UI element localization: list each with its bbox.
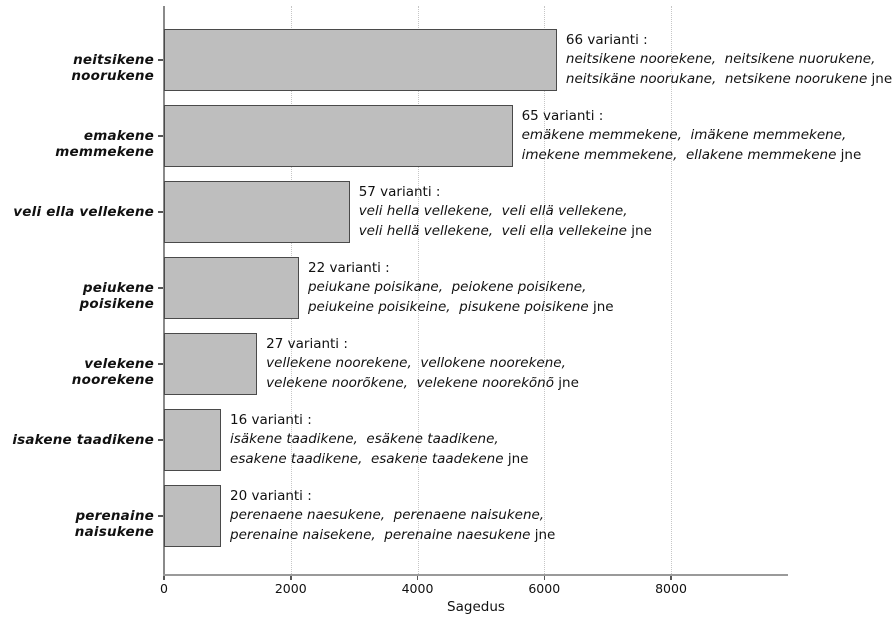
gridline <box>544 6 546 574</box>
category-label: neitsikene noorukene <box>71 52 154 84</box>
annotation-variants-line1: neitsikene noorekene, neitsikene nuoruke… <box>565 51 876 67</box>
annotation-etc-suffix: jne <box>503 450 529 467</box>
category-label: peiukene poisikene <box>79 280 154 312</box>
bar <box>164 29 557 91</box>
annotation-variants-line1: isäkene taadikene, esäkene taadikene, <box>230 431 499 447</box>
y-tick-mark <box>158 287 163 289</box>
bar <box>164 485 222 547</box>
annotation-variants-line1: veli hella vellekene, veli ellä velleken… <box>358 203 628 219</box>
annotation-etc-suffix: jne <box>836 146 862 163</box>
bar-annotation: 27 varianti : vellekene noorekene, vellok… <box>266 335 579 394</box>
y-tick-mark <box>158 59 163 61</box>
annotation-count: 20 varianti : <box>230 487 312 504</box>
annotation-count: 65 varianti : <box>521 107 604 124</box>
y-tick-mark <box>158 211 163 213</box>
bar-annotation: 66 varianti : neitsikene noorekene, neits… <box>566 31 892 90</box>
annotation-variants-line1: vellekene noorekene, vellokene noorekene… <box>266 355 566 371</box>
category-label: veli ella vellekene <box>13 204 154 220</box>
x-axis-line <box>163 574 788 576</box>
y-tick-mark <box>158 363 163 365</box>
x-tick-mark <box>416 576 419 580</box>
annotation-variants-line2: perenaine naisekene, perenaine naesukene… <box>230 526 556 543</box>
bar <box>164 105 513 167</box>
annotation-variants-line2: velekene noorõkene, velekene noorekõnõ j… <box>266 374 579 391</box>
x-tick-mark <box>670 576 672 580</box>
y-tick-mark <box>158 515 163 517</box>
annotation-variants-line2: esakene taadikene, esakene taadekene jne <box>230 450 529 467</box>
bar <box>164 181 350 243</box>
category-label: velekene noorekene <box>71 356 154 388</box>
annotation-etc-suffix: jne <box>867 70 892 87</box>
x-tick-label: 6000 <box>528 581 561 596</box>
category-label: isakene taadikene <box>12 432 154 448</box>
annotation-variants-line2: peiukeine poisikeine, pisukene poisikene… <box>307 298 614 315</box>
x-tick-label: 8000 <box>655 581 687 596</box>
annotation-etc-suffix: jne <box>626 222 652 239</box>
category-label: emakene memmekene <box>55 128 154 160</box>
bar-annotation: 57 varianti : veli hella vellekene, veli … <box>359 183 652 242</box>
annotation-count: 16 varianti : <box>230 411 312 428</box>
annotation-count: 66 varianti : <box>565 31 648 48</box>
x-tick-label: 0 <box>160 581 168 596</box>
annotation-etc-suffix: jne <box>530 526 556 543</box>
annotation-variants-line1: emäkene memmekene, imäkene memmekene, <box>521 127 847 143</box>
annotation-variants-line2: neitsikäne noorukane, netsikene nooruken… <box>565 70 892 87</box>
x-tick-mark <box>543 576 545 580</box>
annotation-variants-line2: imekene memmekene, ellakene memmekene jn… <box>521 146 862 163</box>
bar-annotation: 20 varianti : perenaene naesukene, perena… <box>230 487 555 546</box>
y-tick-mark <box>158 439 163 441</box>
annotation-variants-line2: veli hellä vellekene, veli ella vellekei… <box>358 222 652 239</box>
y-tick-mark <box>158 135 163 137</box>
annotation-count: 22 varianti : <box>307 259 390 276</box>
x-tick-label: 2000 <box>274 581 307 596</box>
y-axis-line <box>163 6 165 576</box>
annotation-count: 57 varianti : <box>358 183 441 200</box>
x-axis-title: Sagedus <box>447 599 505 615</box>
bar <box>164 333 258 395</box>
annotation-etc-suffix: jne <box>553 374 579 391</box>
annotation-count: 27 varianti : <box>266 335 348 352</box>
bar-annotation: 16 varianti : isäkene taadikene, esäkene … <box>230 411 528 470</box>
gridline <box>417 6 419 574</box>
x-tick-mark <box>290 576 292 580</box>
bar <box>164 409 222 471</box>
bar-annotation: 65 varianti : emäkene memmekene, imäkene … <box>522 107 862 166</box>
bar-annotation: 22 varianti : peiukane poisikane, peioken… <box>308 259 614 318</box>
category-label: perenaine naisukene <box>74 508 154 540</box>
x-tick-mark <box>163 576 165 580</box>
gridline <box>671 6 672 574</box>
bar <box>164 257 299 319</box>
annotation-variants-line1: perenaene naesukene, perenaene naisukene… <box>230 507 545 523</box>
annotation-etc-suffix: jne <box>588 298 614 315</box>
annotation-variants-line1: peiukane poisikane, peiokene poisikene, <box>307 279 587 295</box>
x-tick-label: 4000 <box>401 581 434 596</box>
